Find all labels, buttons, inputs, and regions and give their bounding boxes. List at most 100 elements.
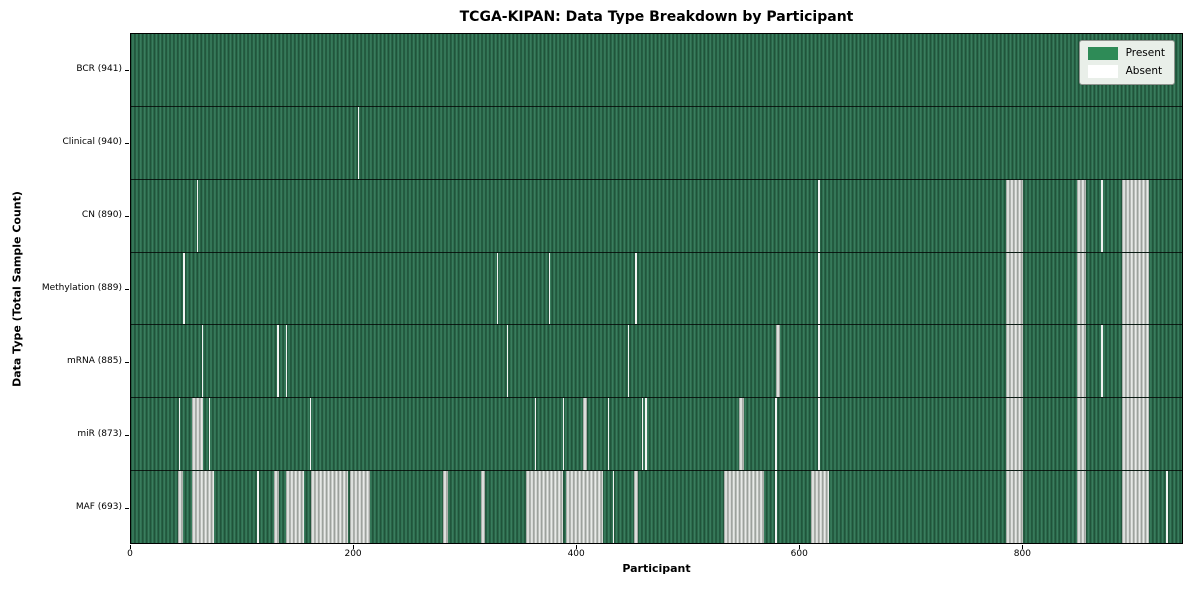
absent-stripe	[442, 471, 449, 544]
present-swatch	[1087, 47, 1118, 60]
heatmap-row-mir	[131, 398, 1182, 472]
legend-absent-label: Absent	[1125, 65, 1163, 77]
absent-stripe	[480, 471, 486, 544]
absent-stripe	[1077, 325, 1087, 398]
absent-stripe	[358, 106, 360, 179]
absent-stripe	[1100, 179, 1103, 252]
xtick-label-800: 800	[1013, 549, 1031, 559]
absent-stripe	[548, 252, 550, 325]
heatmap-row-clinical	[131, 106, 1182, 180]
absent-stripe	[607, 398, 609, 471]
absent-stripe	[1077, 179, 1087, 252]
absent-stripe	[738, 398, 745, 471]
heatmap-row-maf	[131, 471, 1182, 544]
xtick-mark	[576, 545, 578, 549]
absent-stripe	[350, 471, 371, 544]
absent-stripe	[1077, 398, 1087, 471]
legend-item-absent: Absent	[1087, 65, 1165, 78]
absent-stripe	[1166, 471, 1168, 544]
xtick-label-600: 600	[790, 549, 808, 559]
absent-stripe	[285, 325, 287, 398]
absent-stripe	[256, 471, 260, 544]
ytick-mark	[125, 288, 129, 290]
ytick-label-cn: CN (890)	[81, 210, 122, 220]
absent-stripe	[774, 398, 777, 471]
absent-stripe	[208, 398, 211, 471]
xtick-mark	[799, 545, 801, 549]
absent-stripe	[817, 398, 821, 471]
absent-stripe	[1006, 325, 1023, 398]
absent-stripe	[1077, 252, 1087, 325]
legend-present-label: Present	[1125, 47, 1165, 59]
xtick-mark	[1022, 545, 1024, 549]
xtick-label-200: 200	[344, 549, 362, 559]
absent-stripe	[645, 398, 647, 471]
ytick-mark	[125, 361, 129, 363]
ytick-label-clinical: Clinical (940)	[62, 137, 122, 147]
xtick-mark	[353, 545, 355, 549]
ytick-label-mrna: mRNA (885)	[67, 356, 122, 366]
absent-stripe	[583, 398, 588, 471]
absent-stripe	[566, 471, 604, 544]
absent-stripe	[535, 398, 537, 471]
heatmap-row-cn	[131, 179, 1182, 253]
absent-stripe	[285, 471, 304, 544]
absent-stripe	[817, 252, 821, 325]
absent-stripe	[526, 471, 563, 544]
absent-stripe	[562, 398, 565, 471]
absent-stripe	[1100, 325, 1103, 398]
xtick-label-400: 400	[567, 549, 585, 559]
absent-stripe	[196, 179, 198, 252]
ytick-label-bcr: BCR (941)	[76, 64, 122, 74]
absent-stripe	[1006, 471, 1023, 544]
heatmap-rows	[131, 34, 1182, 544]
absent-stripe	[183, 252, 185, 325]
absent-stripe	[276, 325, 280, 398]
absent-stripe	[642, 398, 644, 471]
heatmap-plot-area: Present Absent	[130, 33, 1183, 544]
absent-stripe	[178, 398, 181, 471]
absent-swatch	[1087, 65, 1118, 78]
absent-stripe	[635, 252, 637, 325]
absent-stripe	[1006, 252, 1023, 325]
absent-stripe	[497, 252, 499, 325]
absent-stripe	[177, 471, 184, 544]
ytick-mark	[125, 69, 129, 71]
absent-stripe	[1121, 252, 1149, 325]
absent-stripe	[1121, 325, 1149, 398]
absent-stripe	[310, 398, 312, 471]
ytick-label-methylation: Methylation (889)	[41, 283, 122, 293]
absent-stripe	[1121, 471, 1149, 544]
absent-stripe	[1121, 398, 1149, 471]
chart-title: TCGA-KIPAN: Data Type Breakdown by Parti…	[459, 9, 854, 25]
absent-stripe	[775, 325, 781, 398]
heatmap-row-bcr	[131, 34, 1182, 107]
absent-stripe	[774, 471, 777, 544]
ytick-mark	[125, 434, 129, 436]
ytick-label-mir: miR (873)	[77, 429, 122, 439]
xtick-mark	[130, 545, 131, 549]
absent-stripe	[1006, 179, 1023, 252]
heatmap-row-mrna	[131, 325, 1182, 399]
ytick-mark	[125, 507, 129, 509]
absent-stripe	[192, 471, 215, 544]
heatmap-row-methylation	[131, 252, 1182, 326]
absent-stripe	[817, 179, 821, 252]
ytick-mark	[125, 142, 129, 144]
absent-stripe	[613, 471, 615, 544]
absent-stripe	[811, 471, 830, 544]
absent-stripe	[202, 325, 204, 398]
absent-stripe	[817, 325, 821, 398]
absent-stripe	[1121, 179, 1149, 252]
xtick-label-0: 0	[127, 549, 133, 559]
absent-stripe	[724, 471, 765, 544]
absent-stripe	[192, 398, 204, 471]
absent-stripe	[507, 325, 509, 398]
legend: Present Absent	[1078, 40, 1175, 85]
absent-stripe	[1077, 471, 1087, 544]
ytick-mark	[125, 215, 129, 217]
x-axis-label: Participant	[622, 562, 691, 575]
absent-stripe	[311, 471, 349, 544]
ytick-label-maf: MAF (693)	[75, 502, 122, 512]
